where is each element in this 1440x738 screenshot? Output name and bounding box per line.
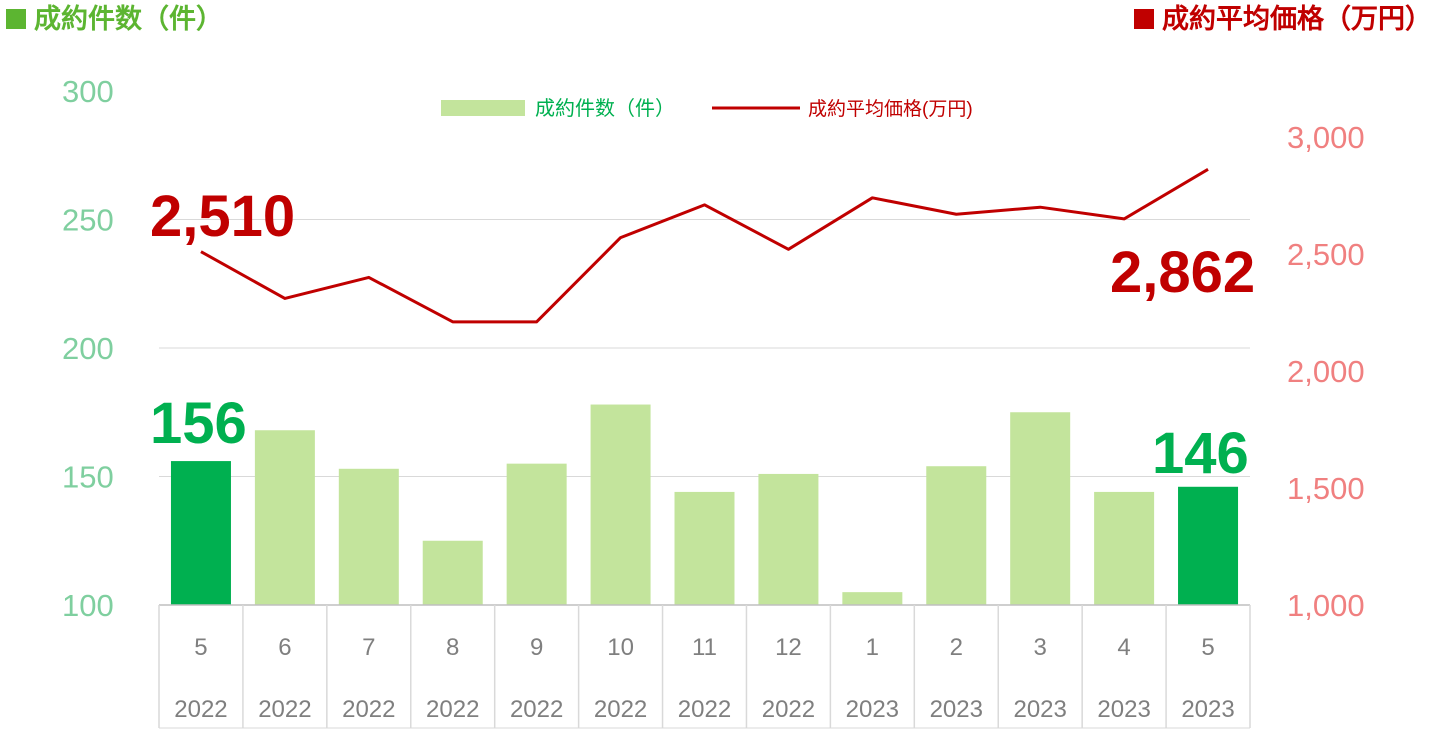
bar (170, 461, 231, 605)
right-axis-tick-label: 2,000 (1287, 354, 1365, 389)
category-year-label: 2022 (678, 696, 731, 723)
right-axis-header-text: 成約平均価格（万円） (1162, 4, 1432, 35)
left-axis-tick-label: 300 (62, 74, 114, 109)
left-axis-tick-label: 200 (62, 331, 114, 366)
right-axis-tick-label: 2,500 (1287, 237, 1365, 272)
bar-data-label-last: 146 (1152, 421, 1249, 486)
left-axis-header-text: 成約件数（件） (34, 4, 223, 35)
line-data-label-last: 2,862 (1110, 240, 1255, 305)
category-month-label: 7 (362, 634, 375, 661)
category-year-label: 2022 (594, 696, 647, 723)
right-axis-tick-label: 3,000 (1287, 120, 1365, 155)
category-month-label: 10 (607, 634, 634, 661)
bar (1010, 412, 1071, 605)
category-month-label: 3 (1034, 634, 1047, 661)
category-year-label: 2023 (846, 696, 899, 723)
category-month-label: 9 (530, 634, 543, 661)
category-month-label: 4 (1117, 634, 1130, 661)
right-axis-tick-label: 1,500 (1287, 471, 1365, 506)
bar (422, 540, 483, 605)
category-month-label: 5 (194, 634, 207, 661)
category-year-label: 2022 (258, 696, 311, 723)
line-data-label-first: 2,510 (150, 184, 295, 249)
left-axis-tick-label: 250 (62, 203, 114, 238)
legend-line-label: 成約平均価格(万円) (808, 98, 973, 120)
bar (506, 463, 567, 605)
category-month-label: 6 (278, 634, 291, 661)
bar (1178, 486, 1239, 605)
red-square-icon (1134, 9, 1154, 29)
green-square-icon (6, 9, 26, 29)
category-year-label: 2023 (930, 696, 983, 723)
right-axis-header: 成約平均価格（万円） (1134, 2, 1432, 38)
bar (1094, 491, 1155, 605)
category-year-label: 2022 (426, 696, 479, 723)
bar (338, 468, 399, 605)
category-month-label: 1 (866, 634, 879, 661)
category-month-label: 5 (1201, 634, 1214, 661)
price-line (200, 168, 1209, 324)
legend-bar-swatch (441, 100, 525, 116)
category-month-label: 8 (446, 634, 459, 661)
left-axis-tick-label: 150 (62, 460, 114, 495)
right-axis-tick-label: 1,000 (1287, 588, 1365, 623)
bar (590, 404, 651, 605)
category-month-label: 12 (775, 634, 802, 661)
category-month-label: 11 (692, 634, 717, 661)
left-axis-tick-label: 100 (62, 588, 114, 623)
bar-data-label-first: 156 (150, 391, 247, 456)
legend-bar-label: 成約件数（件） (535, 97, 675, 120)
category-month-label: 2 (950, 634, 963, 661)
left-axis-header: 成約件数（件） (6, 2, 223, 38)
bar (674, 491, 735, 605)
bar (254, 430, 315, 605)
category-year-label: 2023 (1181, 696, 1234, 723)
category-year-label: 2022 (510, 696, 563, 723)
bar (842, 592, 903, 605)
category-year-label: 2023 (1013, 696, 1066, 723)
bar (758, 473, 819, 605)
category-year-label: 2023 (1097, 696, 1150, 723)
category-year-label: 2022 (174, 696, 227, 723)
category-year-label: 2022 (762, 696, 815, 723)
category-year-label: 2022 (342, 696, 395, 723)
bar (926, 466, 987, 605)
